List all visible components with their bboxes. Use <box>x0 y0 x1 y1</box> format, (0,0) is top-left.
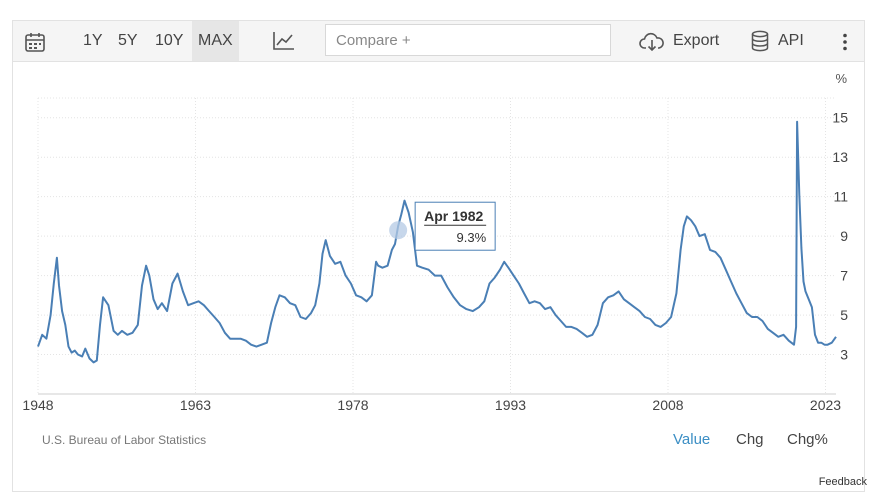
line-chart-icon[interactable] <box>272 30 296 52</box>
tooltip: Apr 1982 9.3% <box>414 201 496 251</box>
tooltip-value: 9.3% <box>457 230 487 245</box>
series-line <box>37 120 837 364</box>
chart-toolbar: 1Y 5Y 10Y MAX Export API <box>13 21 864 62</box>
export-button[interactable]: Export <box>673 32 720 49</box>
mode-chg-tab[interactable]: Chg <box>736 431 764 448</box>
range-max-button[interactable]: MAX <box>192 21 239 61</box>
source-label: U.S. Bureau of Labor Statistics <box>42 433 207 447</box>
calendar-icon[interactable] <box>24 31 46 53</box>
range-1y-button[interactable]: 1Y <box>83 32 103 49</box>
x-tick-label: 2008 <box>652 397 683 413</box>
range-10y-button[interactable]: 10Y <box>155 32 184 49</box>
tooltip-box <box>414 201 496 251</box>
unit-label: % <box>835 71 847 86</box>
y-tick-label: 7 <box>840 268 848 284</box>
chart-widget: 1Y 5Y 10Y MAX Export API <box>12 20 865 492</box>
y-axis: 3 5 7 9 11 13 15 <box>832 110 848 363</box>
tooltip-date: Apr 1982 <box>424 208 483 224</box>
x-tick-label: 2023 <box>810 397 841 413</box>
x-tick-label: 1963 <box>180 397 211 413</box>
mode-chg-percent-tab[interactable]: Chg% <box>787 431 828 448</box>
y-tick-label: 11 <box>833 189 848 205</box>
api-button[interactable]: API <box>778 32 804 49</box>
compare-input[interactable] <box>325 24 611 56</box>
hover-point[interactable] <box>389 221 408 240</box>
y-tick-label: 15 <box>832 110 848 126</box>
more-vertical-icon[interactable] <box>841 32 849 52</box>
x-axis: 1948 1963 1978 1993 2008 2023 <box>22 393 841 413</box>
x-tick-label: 1978 <box>337 397 368 413</box>
cloud-download-icon[interactable] <box>639 31 665 53</box>
database-icon[interactable] <box>750 30 770 52</box>
mode-value-tab[interactable]: Value <box>673 431 711 448</box>
y-tick-label: 3 <box>840 347 848 363</box>
x-tick-label: 1993 <box>495 397 526 413</box>
range-5y-button[interactable]: 5Y <box>118 32 138 49</box>
y-tick-label: 9 <box>840 228 848 244</box>
feedback-link[interactable]: Feedback <box>818 476 867 488</box>
x-tick-label: 1948 <box>22 397 53 413</box>
y-tick-label: 5 <box>840 307 848 323</box>
y-tick-label: 13 <box>832 149 848 165</box>
